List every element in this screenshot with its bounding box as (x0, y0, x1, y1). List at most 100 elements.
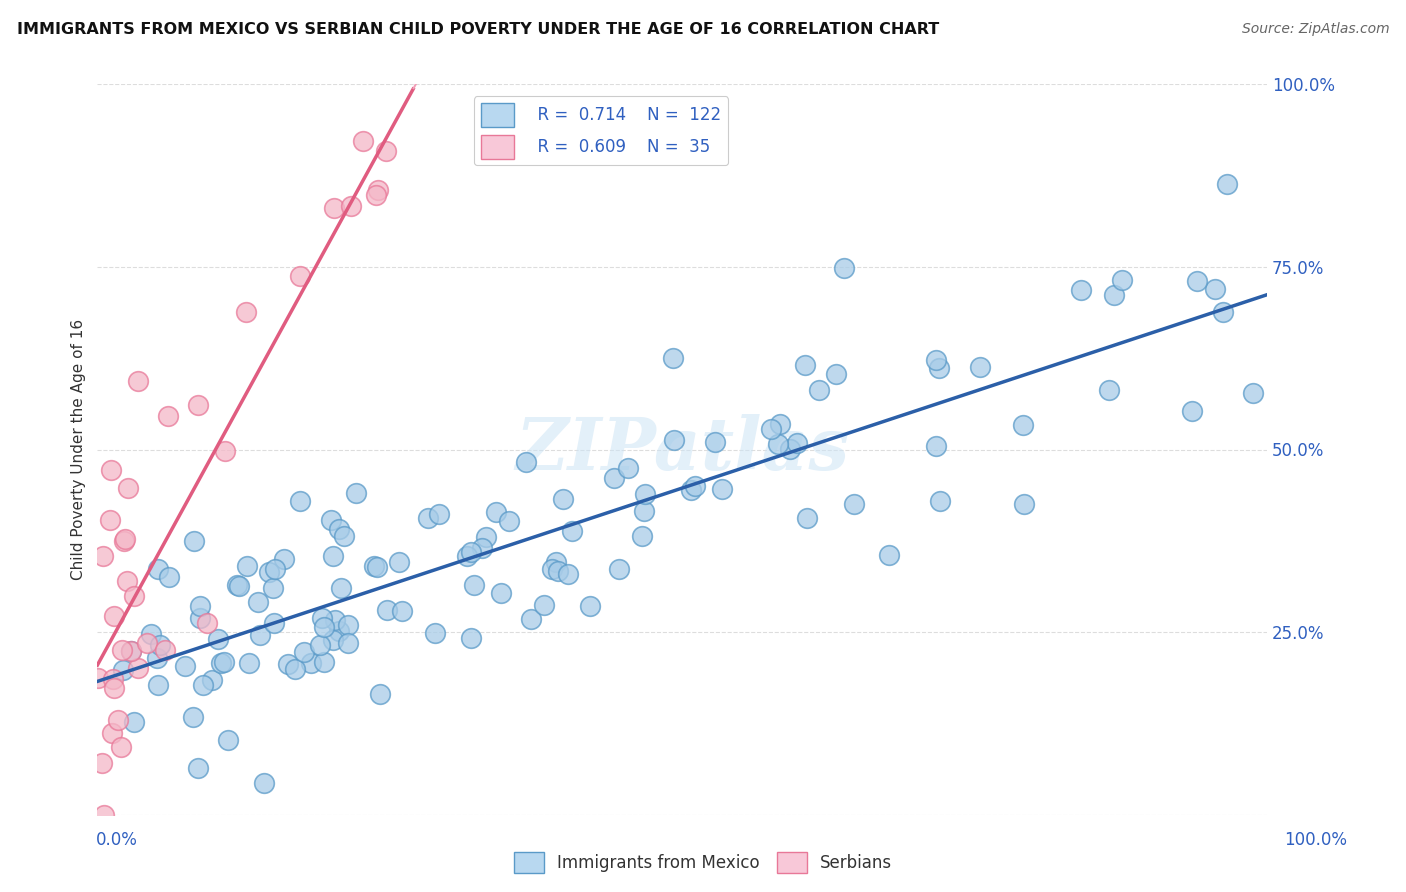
Point (336, 617, 359, 632)
Point (561, 524, 583, 538)
Point (238, 656, 260, 670)
Point (485, 505, 508, 519)
Point (779, 442, 801, 456)
Point (1111, 273, 1133, 287)
Point (292, 645, 315, 659)
Point (879, 548, 901, 562)
Point (322, 201, 344, 215)
Point (103, 681, 125, 695)
Point (808, 383, 831, 397)
Point (112, 534, 135, 549)
Point (796, 510, 818, 524)
Point (423, 625, 446, 640)
Point (825, 367, 848, 381)
Point (546, 555, 568, 569)
Point (928, 361, 950, 376)
Point (253, 776, 276, 790)
Point (1215, 177, 1237, 191)
Point (308, 638, 330, 652)
Point (460, 631, 482, 645)
Point (1098, 384, 1121, 398)
Point (217, 733, 239, 747)
Point (489, 586, 512, 600)
Point (136, 636, 159, 650)
Point (148, 638, 170, 652)
Point (314, 655, 336, 669)
Point (188, 611, 211, 625)
Point (710, 483, 733, 497)
Point (117, 481, 139, 495)
Point (631, 529, 654, 543)
Point (322, 633, 344, 648)
Text: Source: ZipAtlas.com: Source: ZipAtlas.com (1241, 22, 1389, 37)
Point (928, 493, 950, 508)
Point (127, 660, 149, 674)
Point (236, 559, 259, 574)
Point (679, 483, 702, 498)
Point (683, 479, 706, 493)
Point (579, 599, 602, 613)
Point (288, 268, 311, 283)
Point (924, 353, 946, 368)
Point (127, 374, 149, 388)
Point (157, 570, 180, 584)
Point (363, 558, 385, 573)
Point (547, 564, 569, 578)
Point (299, 656, 322, 670)
Point (769, 417, 792, 431)
Point (662, 433, 685, 447)
Text: IMMIGRANTS FROM MEXICO VS SERBIAN CHILD POVERTY UNDER THE AGE OF 16 CORRELATION : IMMIGRANTS FROM MEXICO VS SERBIAN CHILD … (17, 22, 939, 37)
Point (460, 545, 482, 559)
Point (146, 651, 169, 665)
Point (1012, 497, 1035, 511)
Point (228, 579, 250, 593)
Point (533, 598, 555, 612)
Point (337, 636, 360, 650)
Point (388, 554, 411, 568)
Point (633, 503, 655, 517)
Point (110, 739, 132, 754)
Point (557, 567, 579, 582)
Point (91, 549, 114, 564)
Text: 0.0%: 0.0% (96, 831, 138, 849)
Point (519, 612, 541, 626)
Point (704, 435, 727, 450)
Point (146, 562, 169, 576)
Point (832, 260, 855, 275)
Point (235, 305, 257, 319)
Point (249, 628, 271, 642)
Point (471, 541, 494, 555)
Point (1212, 305, 1234, 319)
Point (212, 655, 235, 669)
Point (157, 409, 180, 423)
Point (662, 351, 685, 365)
Point (115, 574, 138, 588)
Point (375, 144, 398, 158)
Point (364, 188, 387, 202)
Point (153, 642, 176, 657)
Point (200, 673, 222, 688)
Point (1185, 274, 1208, 288)
Point (114, 532, 136, 546)
Point (925, 439, 948, 453)
Point (273, 551, 295, 566)
Point (103, 609, 125, 624)
Point (288, 493, 311, 508)
Point (340, 199, 363, 213)
Point (602, 471, 624, 485)
Point (195, 615, 218, 630)
Point (333, 529, 356, 543)
Point (1102, 288, 1125, 302)
Point (633, 487, 655, 501)
Point (246, 595, 269, 609)
Point (183, 533, 205, 548)
Point (319, 513, 342, 527)
Point (209, 656, 232, 670)
Point (330, 581, 353, 595)
Point (842, 497, 865, 511)
Point (101, 725, 124, 739)
Point (263, 615, 285, 630)
Point (427, 507, 450, 521)
Point (498, 514, 520, 528)
Point (367, 183, 389, 197)
